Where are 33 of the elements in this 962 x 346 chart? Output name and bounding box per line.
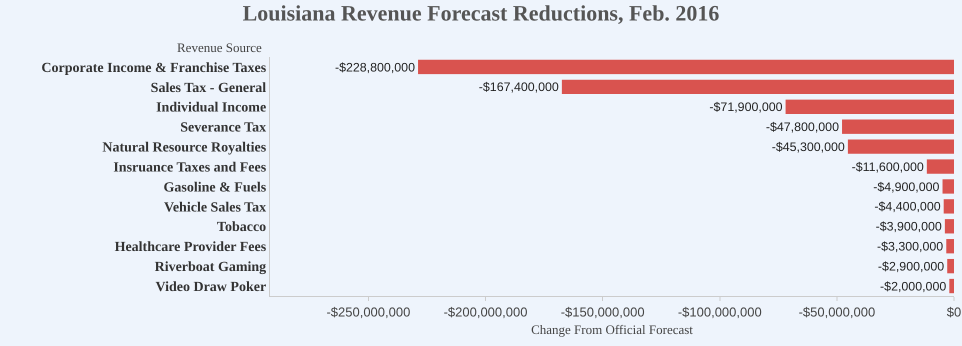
- y-tick-label: Vehicle Sales Tax: [164, 200, 266, 216]
- y-tick-label: Healthcare Provider Fees: [114, 240, 267, 256]
- y-tick-label: Riverboat Gaming: [154, 260, 266, 276]
- data-label: -$3,300,000: [876, 240, 944, 254]
- y-tick-label: Video Draw Poker: [156, 280, 266, 295]
- chart-title: Louisiana Revenue Forecast Reductions, Feb. 2016: [242, 0, 720, 26]
- x-tick-label: -$250,000,000: [326, 304, 410, 320]
- y-tick-label: Tobacco: [216, 220, 266, 236]
- data-label: -$47,800,000: [766, 120, 840, 134]
- x-tick-label: -$100,000,000: [678, 304, 762, 320]
- data-label: -$71,900,000: [709, 100, 783, 114]
- data-label: -$167,400,000: [478, 80, 559, 94]
- y-tick-label: Corporate Income & Franchise Taxes: [41, 60, 267, 76]
- data-label: -$2,900,000: [878, 259, 944, 274]
- x-tick-label: -$50,000,000: [798, 304, 876, 320]
- data-label: -$45,300,000: [772, 140, 845, 154]
- x-tick-label: -$150,000,000: [560, 304, 645, 320]
- y-tick-label: Gasoline & Fuels: [164, 180, 267, 196]
- y-tick-label: Insruance Taxes and Fees: [113, 160, 267, 176]
- y-tick-label: Sales Tax - General: [150, 80, 266, 96]
- data-label: -$3,900,000: [876, 220, 942, 234]
- y-tick-label: Individual Income: [156, 100, 266, 116]
- data-label: -$4,900,000: [873, 180, 940, 194]
- data-label: -$228,800,000: [334, 60, 416, 74]
- x-tick-label: $0: [946, 304, 962, 320]
- data-label: -$11,600,000: [852, 160, 924, 174]
- y-tick-label: Natural Resource Royalties: [102, 140, 267, 156]
- x-tick-label: -$200,000,000: [444, 304, 528, 320]
- x-axis-title: Change From Official Forecast: [531, 322, 694, 338]
- y-axis-title: Revenue Source: [177, 40, 262, 55]
- data-label: -$2,000,000: [880, 279, 946, 294]
- y-tick-label: Severance Tax: [180, 120, 266, 136]
- data-label: -$4,400,000: [874, 200, 941, 214]
